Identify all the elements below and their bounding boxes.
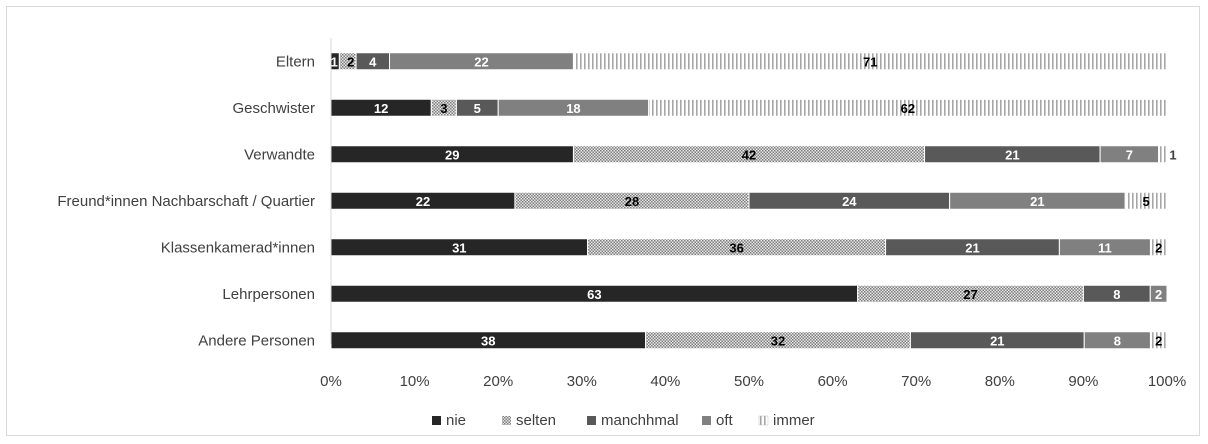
bar-segment-immer bbox=[648, 98, 1168, 117]
x-tick-label: 100% bbox=[1148, 373, 1186, 390]
data-label: 21 bbox=[965, 240, 979, 255]
data-label: 62 bbox=[901, 101, 915, 116]
data-label: 1 bbox=[1169, 147, 1176, 162]
legend-label: immer bbox=[773, 412, 815, 429]
data-label: 21 bbox=[990, 333, 1004, 348]
x-axis-ticks: 0% 10% 20% 30% 40% 50% 60% 70% 80% 90% 100% bbox=[320, 373, 1186, 390]
category-label: Lehrpersonen bbox=[222, 286, 315, 303]
x-tick-label: 0% bbox=[320, 373, 342, 390]
data-label: 8 bbox=[1114, 333, 1121, 348]
category-label: Klassenkamerad*innen bbox=[161, 239, 315, 256]
category-labels: Eltern Geschwister Verwandte Freund*innen N… bbox=[57, 53, 315, 349]
legend-swatch-nie bbox=[432, 416, 441, 425]
legend-label: selten bbox=[516, 412, 556, 429]
data-label: 28 bbox=[625, 194, 639, 209]
bars bbox=[330, 52, 1168, 350]
legend-label: oft bbox=[716, 412, 734, 429]
bar-segment-oft bbox=[1149, 284, 1168, 303]
x-tick-label: 60% bbox=[818, 373, 848, 390]
data-label: 5 bbox=[474, 101, 481, 116]
legend-label: nie bbox=[446, 412, 466, 429]
data-label: 2 bbox=[347, 54, 354, 69]
x-tick-label: 70% bbox=[901, 373, 931, 390]
data-label: 12 bbox=[374, 101, 388, 116]
bar-segment-immer bbox=[1158, 145, 1168, 164]
data-label: 2 bbox=[1155, 287, 1162, 302]
x-tick-label: 50% bbox=[734, 373, 764, 390]
category-label: Andere Personen bbox=[198, 332, 315, 349]
data-label: 18 bbox=[566, 101, 580, 116]
data-label: 8 bbox=[1113, 287, 1120, 302]
x-tick-label: 90% bbox=[1068, 373, 1098, 390]
legend-swatch-oft bbox=[702, 416, 711, 425]
bar-segment-immer bbox=[1124, 191, 1168, 210]
data-label: 24 bbox=[842, 194, 857, 209]
legend-swatch-manchhmal bbox=[587, 416, 596, 425]
x-tick-label: 30% bbox=[567, 373, 597, 390]
data-label: 11 bbox=[1098, 240, 1112, 255]
x-tick-label: 20% bbox=[483, 373, 513, 390]
data-label: 2 bbox=[1155, 333, 1162, 348]
data-label: 38 bbox=[481, 333, 495, 348]
category-label: Geschwister bbox=[232, 100, 315, 117]
x-tick-label: 10% bbox=[400, 373, 430, 390]
data-label: 5 bbox=[1142, 194, 1149, 209]
data-label: 63 bbox=[587, 287, 601, 302]
data-label: 36 bbox=[729, 240, 743, 255]
data-label: 22 bbox=[474, 54, 488, 69]
category-label: Freund*innen Nachbarschaft / Quartier bbox=[57, 193, 315, 210]
data-label: 32 bbox=[771, 333, 785, 348]
category-label: Verwandte bbox=[244, 146, 315, 163]
bar-segment-immer bbox=[572, 52, 1168, 71]
x-tick-label: 80% bbox=[985, 373, 1015, 390]
data-label: 31 bbox=[452, 240, 466, 255]
data-label: 2 bbox=[1155, 240, 1162, 255]
x-tick-label: 40% bbox=[650, 373, 680, 390]
data-label: 7 bbox=[1126, 147, 1133, 162]
bar-segment-immer bbox=[1149, 331, 1168, 350]
data-label: 21 bbox=[1030, 194, 1044, 209]
data-label: 1 bbox=[331, 54, 338, 69]
data-label: 27 bbox=[963, 287, 977, 302]
data-label: 21 bbox=[1005, 147, 1019, 162]
legend-swatch-immer bbox=[758, 415, 769, 426]
data-label: 42 bbox=[742, 147, 756, 162]
data-label: 29 bbox=[445, 147, 459, 162]
data-label: 4 bbox=[369, 54, 377, 69]
legend: nie selten manchhmal oft immer bbox=[432, 412, 815, 429]
data-label: 22 bbox=[416, 194, 430, 209]
legend-swatch-selten bbox=[502, 416, 511, 425]
data-label: 71 bbox=[863, 54, 877, 69]
legend-label: manchhmal bbox=[601, 412, 679, 429]
category-label: Eltern bbox=[276, 53, 315, 70]
chart-frame bbox=[6, 6, 1200, 436]
bar-segment-immer bbox=[1149, 238, 1168, 257]
data-label: 3 bbox=[440, 101, 447, 116]
